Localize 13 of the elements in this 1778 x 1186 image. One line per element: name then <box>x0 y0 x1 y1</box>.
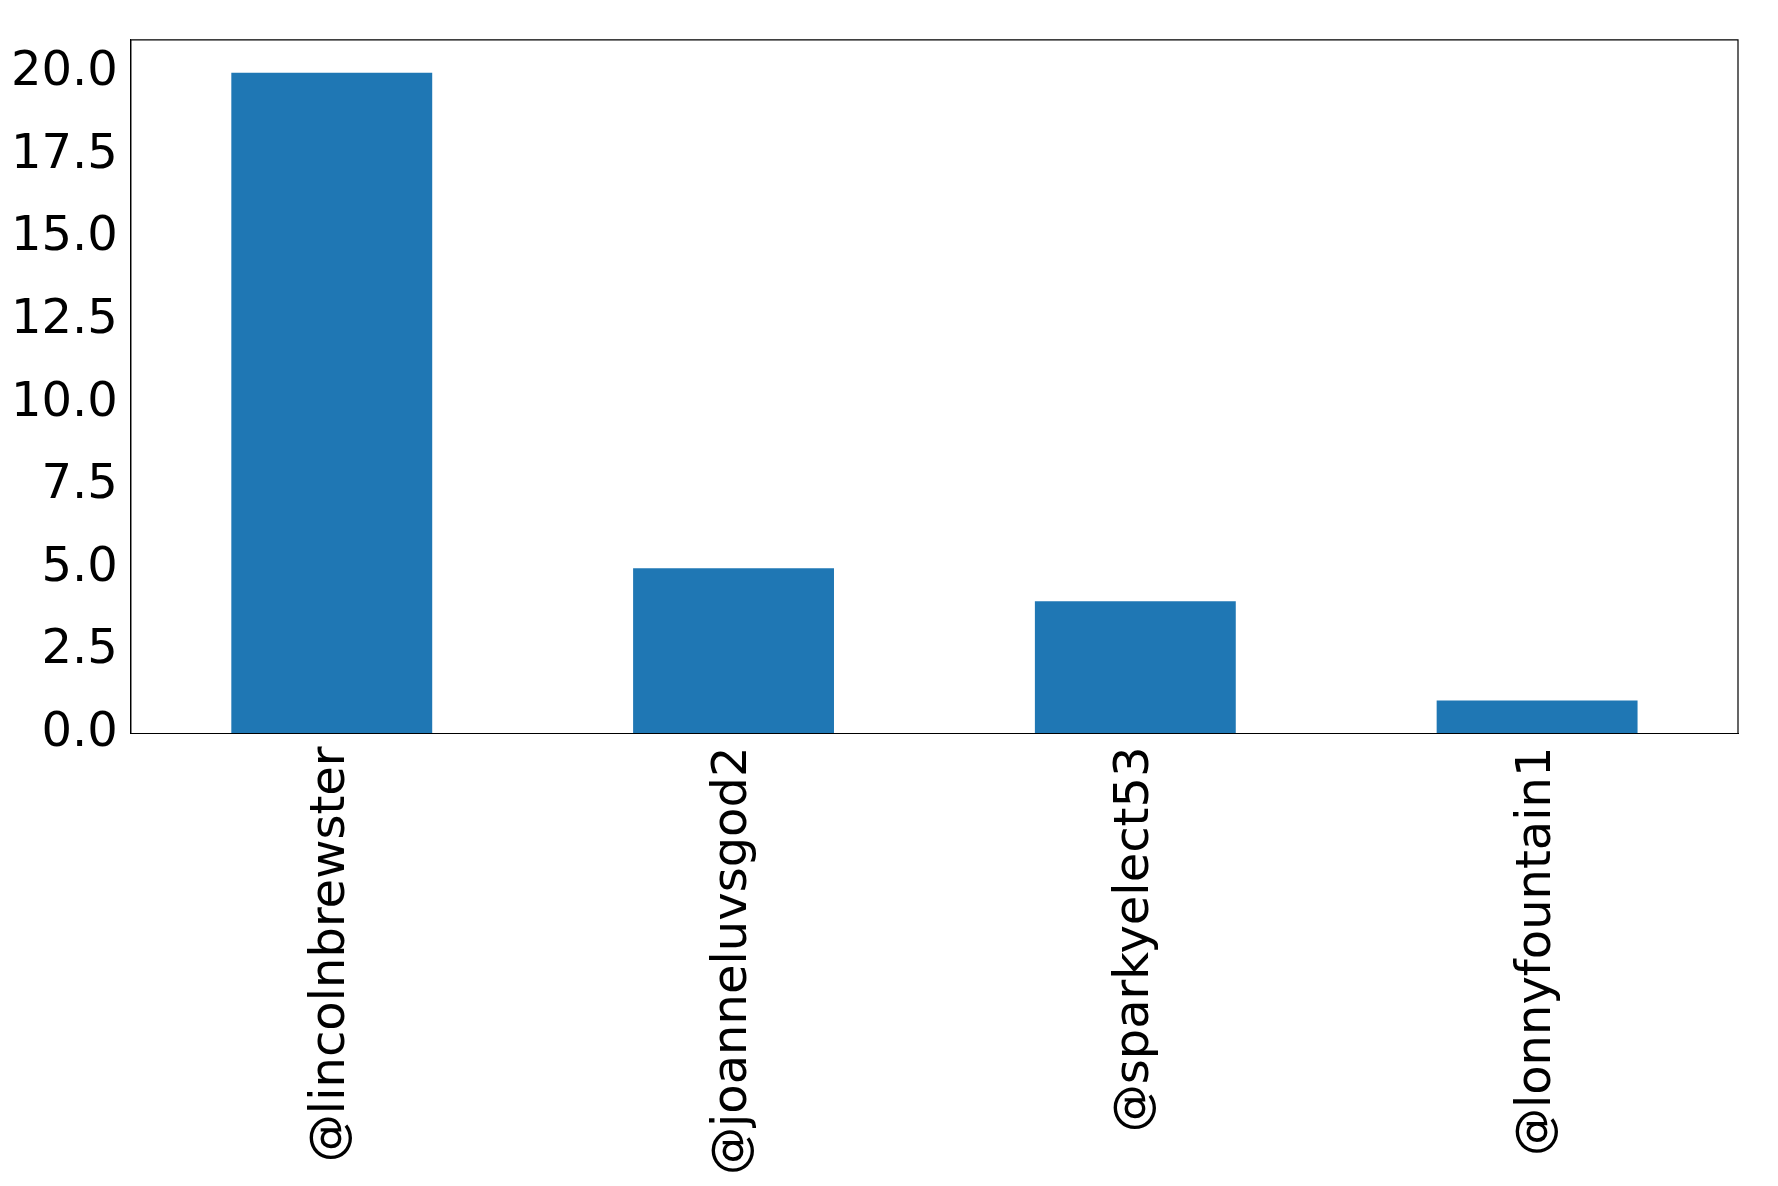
x-tick-label: @sparkyelect53 <box>1102 746 1159 1133</box>
y-tick-label: 15.0 <box>11 205 118 262</box>
y-tick-label: 20.0 <box>11 40 118 97</box>
y-tick-label: 17.5 <box>11 122 118 179</box>
x-tick-label: @lincolnbrewster <box>299 746 356 1163</box>
y-tick-label: 2.5 <box>41 618 118 675</box>
x-tick-label: @joanneluvsgod2 <box>701 746 758 1176</box>
y-tick-label: 5.0 <box>41 535 118 592</box>
y-tick-label: 7.5 <box>41 453 118 510</box>
y-tick-label: 10.0 <box>11 370 118 427</box>
x-tick-label: @lonnyfountain1 <box>1504 746 1561 1157</box>
y-tick-label: 0.0 <box>41 700 118 757</box>
y-tick-label: 12.5 <box>11 288 118 345</box>
